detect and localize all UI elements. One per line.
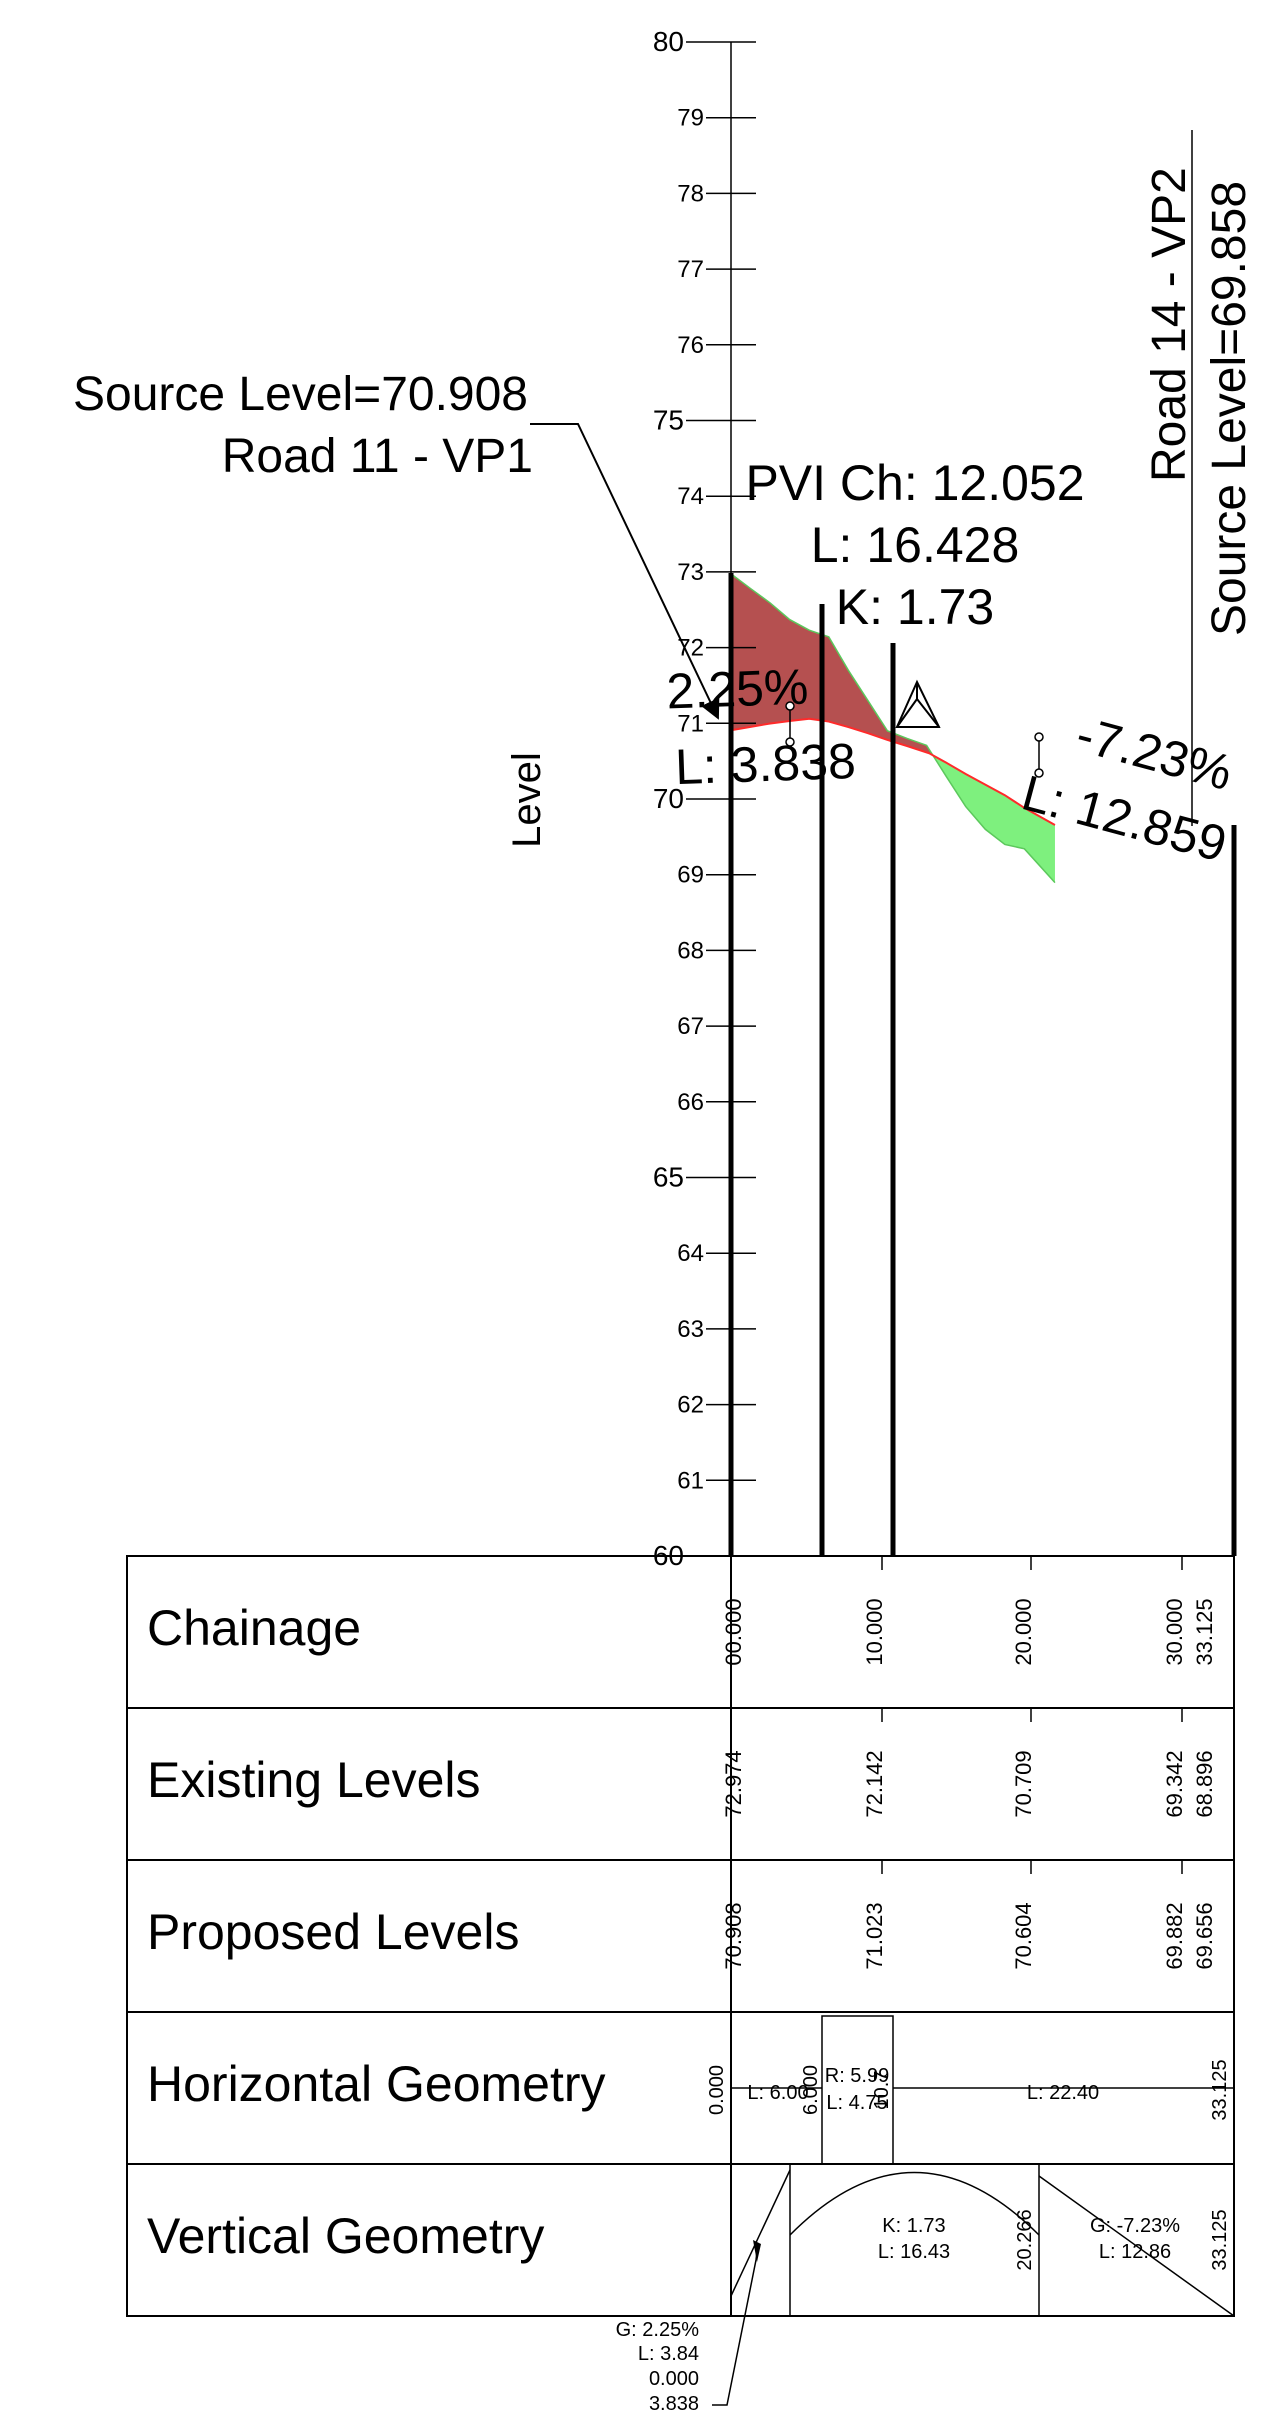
axis-tick-label: 79 xyxy=(677,105,704,132)
grade1-value: 2.25% xyxy=(666,659,810,720)
axis-tick-label: 64 xyxy=(677,1240,704,1267)
vgeom-grade2: G: -7.23% xyxy=(1090,2215,1180,2237)
row-label-proposed: Proposed Levels xyxy=(147,1904,519,1960)
cut-area xyxy=(731,573,933,756)
row-label-vertical: Vertical Geometry xyxy=(147,2208,544,2264)
axis-tick-label: 76 xyxy=(677,332,704,359)
table-cell: 72.974 xyxy=(721,1750,746,1817)
table-cell: 72.142 xyxy=(862,1750,887,1817)
table-cell: 00.000 xyxy=(721,1598,746,1665)
table-values: 00.000 10.000 20.000 30.000 33.125 72.974 72.1… xyxy=(721,1556,1217,1970)
table-cell: 30.000 xyxy=(1162,1598,1187,1665)
table-row-labels: Chainage Existing Levels Proposed Levels… xyxy=(147,1600,606,2264)
profile-layer xyxy=(730,573,1056,884)
horizontal-geometry: 0.000 L: 6.00 6.000 R: 5.99 L: 4.75 10.7… xyxy=(706,2015,1234,2164)
pvi-k-value: K: 1.73 xyxy=(836,579,994,635)
axis-tick-label: 75 xyxy=(653,405,684,436)
table-cell: 70.709 xyxy=(1011,1750,1036,1817)
table-cell: 70.908 xyxy=(721,1902,746,1969)
hgeom-straight2-length: L: 22.40 xyxy=(1027,2082,1099,2104)
pvi-annotation: PVI Ch: 12.052 L: 16.428 K: 1.73 xyxy=(745,455,1084,635)
axis-tick-label: 61 xyxy=(677,1467,704,1494)
axis-tick-label: 69 xyxy=(677,862,704,889)
row-label-chainage: Chainage xyxy=(147,1600,361,1656)
level-axis: 6061626364656667686970717273747576777879… xyxy=(653,26,756,1571)
vgeom-callout-start: 0.000 xyxy=(649,2368,699,2390)
end-source-level: Source Level=69.858 xyxy=(1203,181,1256,636)
hgeom-curve-length: L: 4.75 xyxy=(826,2092,887,2114)
fill-area xyxy=(932,755,1055,883)
start-level-callout: Source Level=70.908 Road 11 - VP1 xyxy=(73,368,720,720)
table-cell: 69.882 xyxy=(1162,1902,1187,1969)
table-cell: 10.000 xyxy=(862,1598,887,1665)
vgeom-end: 33.125 xyxy=(1209,2209,1231,2270)
curve-point-markers xyxy=(785,701,1044,778)
hgeom-straight1-length: L: 6.00 xyxy=(747,2082,808,2104)
start-road-name: Road 11 - VP1 xyxy=(222,430,533,483)
axis-tick-label: 71 xyxy=(677,710,704,737)
pvi-marker-icon xyxy=(895,679,941,728)
start-source-level: Source Level=70.908 xyxy=(73,368,528,421)
end-level-label: Road 14 - VP2 Source Level=69.858 xyxy=(1143,130,1256,826)
grade1-length: L: 3.838 xyxy=(674,733,857,795)
row-label-horizontal: Horizontal Geometry xyxy=(147,2056,606,2112)
axis-tick-label: 77 xyxy=(677,256,704,283)
axis-tick-label: 73 xyxy=(677,559,704,586)
axis-tick-label: 62 xyxy=(677,1392,704,1419)
axis-tick-label: 66 xyxy=(677,1089,704,1116)
table-cell: 20.000 xyxy=(1011,1598,1036,1665)
pvi-chainage: PVI Ch: 12.052 xyxy=(745,455,1084,511)
hgeom-end: 33.125 xyxy=(1209,2059,1231,2120)
hgeom-start: 0.000 xyxy=(706,2065,728,2115)
vgeom-grade2-length: L: 12.86 xyxy=(1099,2241,1171,2263)
vgeom-callout-grade: G: 2.25% xyxy=(616,2319,700,2341)
existing-ground-line xyxy=(730,573,1056,884)
axis-tick-label: 70 xyxy=(653,783,684,814)
vertical-geometry: K: 1.73 L: 16.43 20.266 G: -7.23% L: 12.… xyxy=(616,2164,1235,2415)
table-cell: 69.342 xyxy=(1162,1750,1187,1817)
pvi-length: L: 16.428 xyxy=(811,517,1020,573)
vgeom-curve-length: L: 16.43 xyxy=(878,2241,950,2263)
hgeom-radius: R: 5.99 xyxy=(825,2065,889,2087)
axis-tick-label: 78 xyxy=(677,180,704,207)
profile-data-table xyxy=(126,1555,1235,2317)
axis-tick-label: 65 xyxy=(653,1162,684,1193)
table-cell: 71.023 xyxy=(862,1902,887,1969)
row-label-existing: Existing Levels xyxy=(147,1752,481,1808)
hgeom-point2: 10.7 xyxy=(871,2071,893,2110)
station-lines xyxy=(728,573,1237,1556)
vgeom-k-value: K: 1.73 xyxy=(882,2215,945,2237)
vgeom-callout-length: L: 3.84 xyxy=(638,2343,699,2365)
axis-tick-label: 68 xyxy=(677,937,704,964)
proposed-level-line xyxy=(730,717,1056,826)
axis-tick-label: 63 xyxy=(677,1316,704,1343)
axis-label: Level xyxy=(505,752,549,848)
table-cell: 70.604 xyxy=(1011,1902,1036,1969)
axis-tick-label: 74 xyxy=(677,483,704,510)
hgeom-point1: 6.000 xyxy=(800,2065,822,2115)
axis-tick-label: 72 xyxy=(677,635,704,662)
vgeom-curve-end-chainage: 20.266 xyxy=(1014,2209,1036,2270)
axis-tick-label: 67 xyxy=(677,1013,704,1040)
table-cell: 69.656 xyxy=(1192,1902,1217,1969)
end-road-name: Road 14 - VP2 xyxy=(1143,167,1196,482)
axis-tick-label: 80 xyxy=(653,26,684,57)
table-cell: 68.896 xyxy=(1192,1750,1217,1817)
vgeom-callout-end: 3.838 xyxy=(649,2393,699,2415)
table-cell: 33.125 xyxy=(1192,1598,1217,1665)
